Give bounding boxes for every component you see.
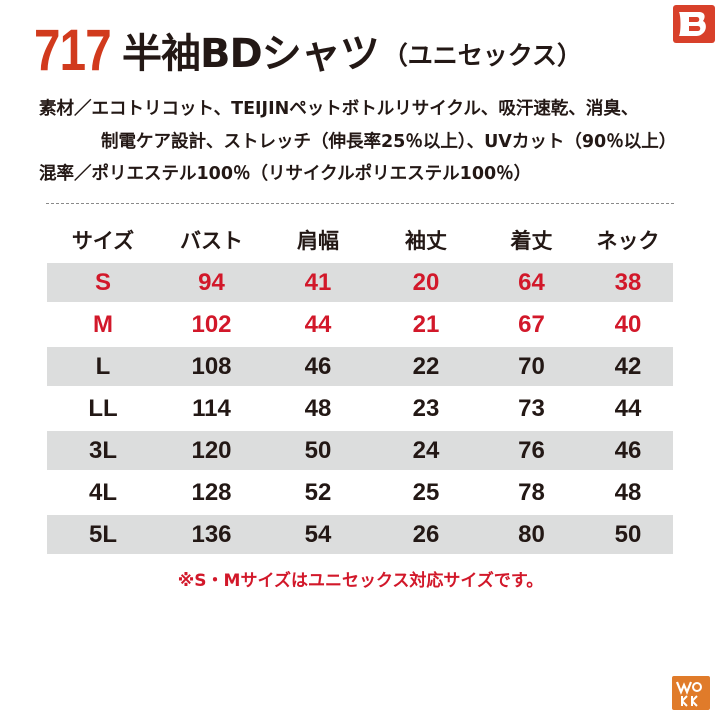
length-cell: 73 [518,394,545,422]
size-cell: M [93,310,113,338]
sleeve-cell: 21 [412,310,440,338]
neck-cell: 46 [614,436,642,464]
size-table: サイズ バスト 肩幅 袖丈 着丈 ネック S 94 41 20 64 38 M … [47,222,673,557]
table-row: LL 114 48 23 73 44 [47,389,673,428]
sleeve-cell: 22 [412,352,440,380]
neck-cell: 42 [614,352,642,380]
blend-line: 混率／ポリエステル100％（リサイクルポリエステル100％） [39,164,532,184]
neck-cell: 50 [614,520,642,548]
unisex-note: ※S・Mサイズはユニセックス対応サイズです。 [177,571,544,591]
shoulder-cell: 44 [304,310,332,338]
length-cell: 76 [518,436,545,464]
length-cell: 64 [518,268,545,296]
size-cell: 4L [88,478,117,506]
size-cell: 5L [88,520,117,548]
size-cell: S [94,268,111,296]
table-row: 4L 128 52 25 78 48 [47,473,673,512]
bust-cell: 108 [191,352,232,380]
size-cell: LL [88,394,118,422]
header-neck: ネック [596,229,660,253]
shoulder-cell: 52 [304,478,332,506]
size-cell: 3L [88,436,117,464]
length-cell: 70 [518,352,545,380]
neck-cell: 38 [614,268,642,296]
bust-cell: 120 [191,436,232,464]
table-row: S 94 41 20 64 38 [47,263,673,302]
product-name: 半袖BDシャツ [122,31,380,77]
table-row: L 108 46 22 70 42 [47,347,673,386]
header-shoulder: 肩幅 [297,229,339,253]
header-size: サイズ [71,229,135,253]
bust-cell: 102 [191,310,232,338]
work-badge-icon [672,676,710,710]
length-cell: 80 [518,520,545,548]
dashed-divider [46,203,674,204]
length-cell: 67 [518,310,545,338]
material-line-1: 素材／エコトリコット、TEIJINペットボトルリサイクル、吸汗速乾、消臭、 [39,99,639,119]
sleeve-cell: 23 [412,394,440,422]
sleeve-cell: 24 [412,436,440,464]
header-bust: バスト [180,229,243,253]
header-sleeve: 袖丈 [405,229,447,253]
material-line-2: 制電ケア設計、ストレッチ（伸長率25％以上）、UVカット（90％以上） [101,132,677,152]
header-length: 着丈 [510,229,553,253]
bust-cell: 94 [198,268,225,296]
page-title: 717 半袖BDシャツ （ユニセックス） [34,17,582,83]
sleeve-cell: 26 [412,520,440,548]
brand-logo-icon [673,5,715,43]
shoulder-cell: 48 [304,394,332,422]
table-header-row: サイズ バスト 肩幅 袖丈 着丈 ネック [47,222,673,258]
table-row: 5L 136 54 26 80 50 [47,515,673,554]
bust-cell: 114 [192,394,231,422]
size-cell: L [95,352,111,380]
neck-cell: 44 [614,394,642,422]
neck-cell: 40 [614,310,642,338]
shoulder-cell: 50 [304,436,332,464]
sleeve-cell: 25 [412,478,440,506]
neck-cell: 48 [614,478,642,506]
bust-cell: 128 [191,478,232,506]
shoulder-cell: 41 [304,268,332,296]
bust-cell: 136 [191,520,232,548]
sleeve-cell: 20 [412,268,440,296]
length-cell: 78 [518,478,545,506]
table-row: M 102 44 21 67 40 [47,305,673,344]
table-row: 3L 120 50 24 76 46 [47,431,673,470]
product-number: 717 [34,17,112,83]
product-subtitle: （ユニセックス） [382,41,582,70]
shoulder-cell: 54 [304,520,332,548]
shoulder-cell: 46 [304,352,332,380]
